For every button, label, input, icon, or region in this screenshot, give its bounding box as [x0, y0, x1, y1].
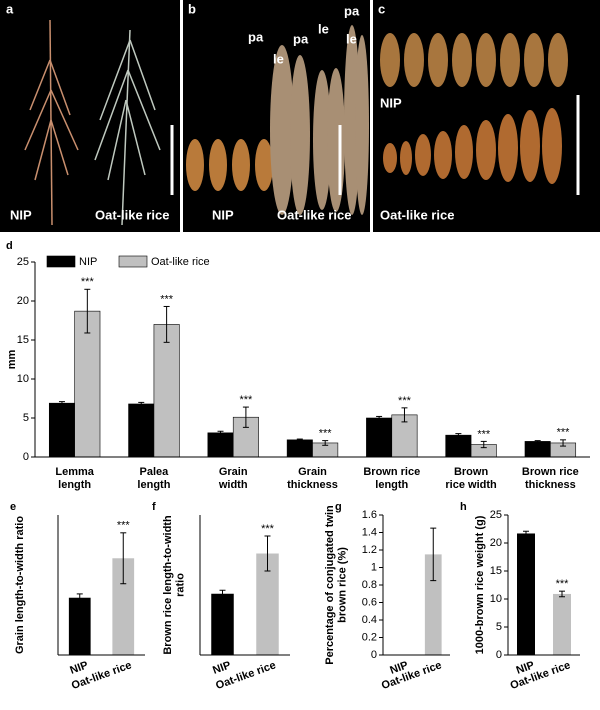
panel-label: c — [378, 1, 385, 16]
y-tick-label: 1 — [371, 561, 377, 573]
hulls-oat — [270, 25, 369, 215]
photo-caption: NIP — [380, 95, 402, 110]
bar — [445, 434, 472, 458]
x-tick-label: Lemma length — [55, 466, 94, 491]
panel-label: f — [152, 501, 156, 513]
y-axis-label: mm — [6, 350, 18, 370]
y-tick-label: 0 — [23, 451, 29, 463]
legend-label: Oat-like rice — [151, 256, 210, 268]
legend-swatch — [118, 255, 148, 268]
y-tick-label: 10 — [490, 593, 502, 605]
bar — [286, 439, 313, 458]
photo-caption: Oat-like rice — [95, 207, 169, 222]
x-tick-label: Brown rice length — [363, 466, 420, 491]
x-tick-label: NIP — [211, 659, 232, 677]
significance: *** — [117, 520, 131, 532]
x-tick-label: NIP — [515, 659, 536, 677]
y-tick-label: 1.6 — [362, 509, 377, 521]
y-tick-label: 25 — [490, 509, 502, 521]
part-label: le — [346, 31, 357, 46]
photo-a — [0, 0, 180, 232]
y-tick-label: 0.8 — [362, 579, 377, 591]
y-tick-label: 1.4 — [362, 526, 377, 538]
bar — [366, 417, 393, 458]
x-tick-label: Grain thickness — [287, 466, 338, 491]
panel-label: g — [335, 501, 342, 513]
y-tick-label: 15 — [490, 565, 502, 577]
grains-nip — [186, 139, 273, 191]
bar — [68, 597, 91, 655]
bar — [517, 533, 535, 655]
x-tick-label: Brown rice width — [445, 466, 497, 491]
y-tick-label: 10 — [17, 373, 29, 385]
grains-oat — [383, 108, 562, 184]
x-tick-label: NIP — [68, 659, 89, 677]
y-axis-label: 1000-brown rice weight (g) — [474, 515, 486, 654]
significance: *** — [556, 578, 570, 590]
y-tick-label: 0.4 — [362, 614, 377, 626]
photo-caption: Oat-like rice — [380, 207, 454, 222]
y-tick-label: 0 — [496, 649, 502, 661]
bar — [128, 403, 155, 458]
grains-nip — [380, 33, 568, 87]
y-tick-label: 20 — [17, 295, 29, 307]
y-tick-label: 25 — [17, 256, 29, 268]
legend-label: NIP — [79, 256, 97, 268]
photo-caption: NIP — [10, 207, 32, 222]
significance: *** — [477, 428, 491, 440]
significance: *** — [319, 428, 333, 440]
panel-label: e — [10, 501, 16, 513]
panel-label: h — [460, 501, 467, 513]
y-tick-label: 15 — [17, 334, 29, 346]
x-tick-label: Grain width — [218, 466, 248, 491]
part-label: pa — [344, 3, 360, 18]
y-tick-label: 0 — [371, 649, 377, 661]
bar — [553, 593, 571, 655]
part-label: pa — [293, 31, 309, 46]
bar — [524, 441, 551, 458]
panel-label: b — [188, 1, 196, 16]
y-tick-label: 0.6 — [362, 596, 377, 608]
legend-swatch — [46, 255, 76, 268]
y-tick-label: 1.2 — [362, 544, 377, 556]
x-tick-label: Brown rice thickness — [522, 466, 579, 491]
y-axis-label: Percentage of conjugated twinbrown rice … — [324, 505, 349, 665]
bar — [48, 402, 75, 458]
y-tick-label: 5 — [23, 412, 29, 424]
photo-caption: NIP — [212, 207, 234, 222]
part-label: le — [273, 51, 284, 66]
part-label: pa — [248, 29, 264, 44]
significance: *** — [398, 395, 412, 407]
significance: *** — [81, 276, 95, 288]
y-axis-label: Brown rice length-to-widthratio — [162, 515, 187, 655]
x-tick-label: Palea length — [137, 466, 170, 491]
significance: *** — [239, 394, 253, 406]
bar — [207, 432, 234, 458]
bar — [424, 554, 442, 655]
bar — [74, 310, 101, 458]
bar — [153, 324, 180, 458]
significance: *** — [160, 293, 174, 305]
y-tick-label: 0.2 — [362, 631, 377, 643]
x-tick-label: NIP — [388, 659, 409, 677]
bar — [256, 553, 279, 655]
panel-label: d — [6, 240, 13, 252]
panicle-nip — [24, 19, 79, 226]
significance: *** — [557, 427, 571, 439]
panel-label: a — [6, 1, 14, 16]
bar — [211, 593, 234, 655]
y-axis-label: Grain length-to-width ratio — [14, 516, 26, 654]
part-label: le — [318, 21, 329, 36]
y-tick-label: 20 — [490, 537, 502, 549]
y-tick-label: 5 — [496, 621, 502, 633]
photo-caption: Oat-like rice — [277, 207, 351, 222]
significance: *** — [261, 523, 275, 535]
bar — [112, 558, 135, 655]
panicle-oat — [94, 29, 161, 226]
